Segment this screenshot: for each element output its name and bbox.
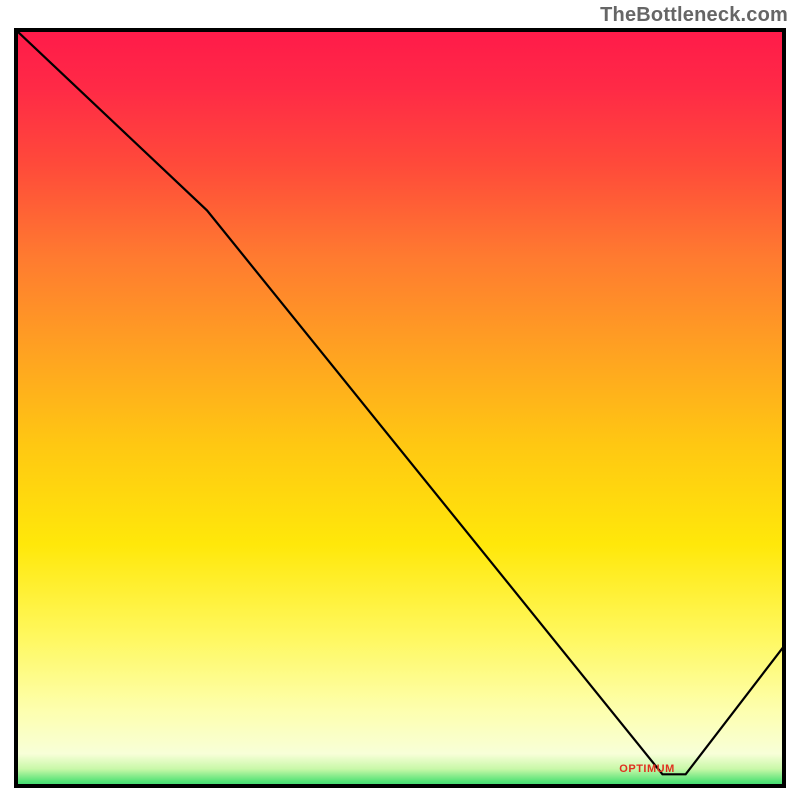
chart-area: OPTIMUM <box>14 28 786 788</box>
watermark-text: TheBottleneck.com <box>600 4 788 27</box>
optimum-marker-label: OPTIMUM <box>619 763 674 775</box>
chart-background-gradient <box>14 28 786 788</box>
